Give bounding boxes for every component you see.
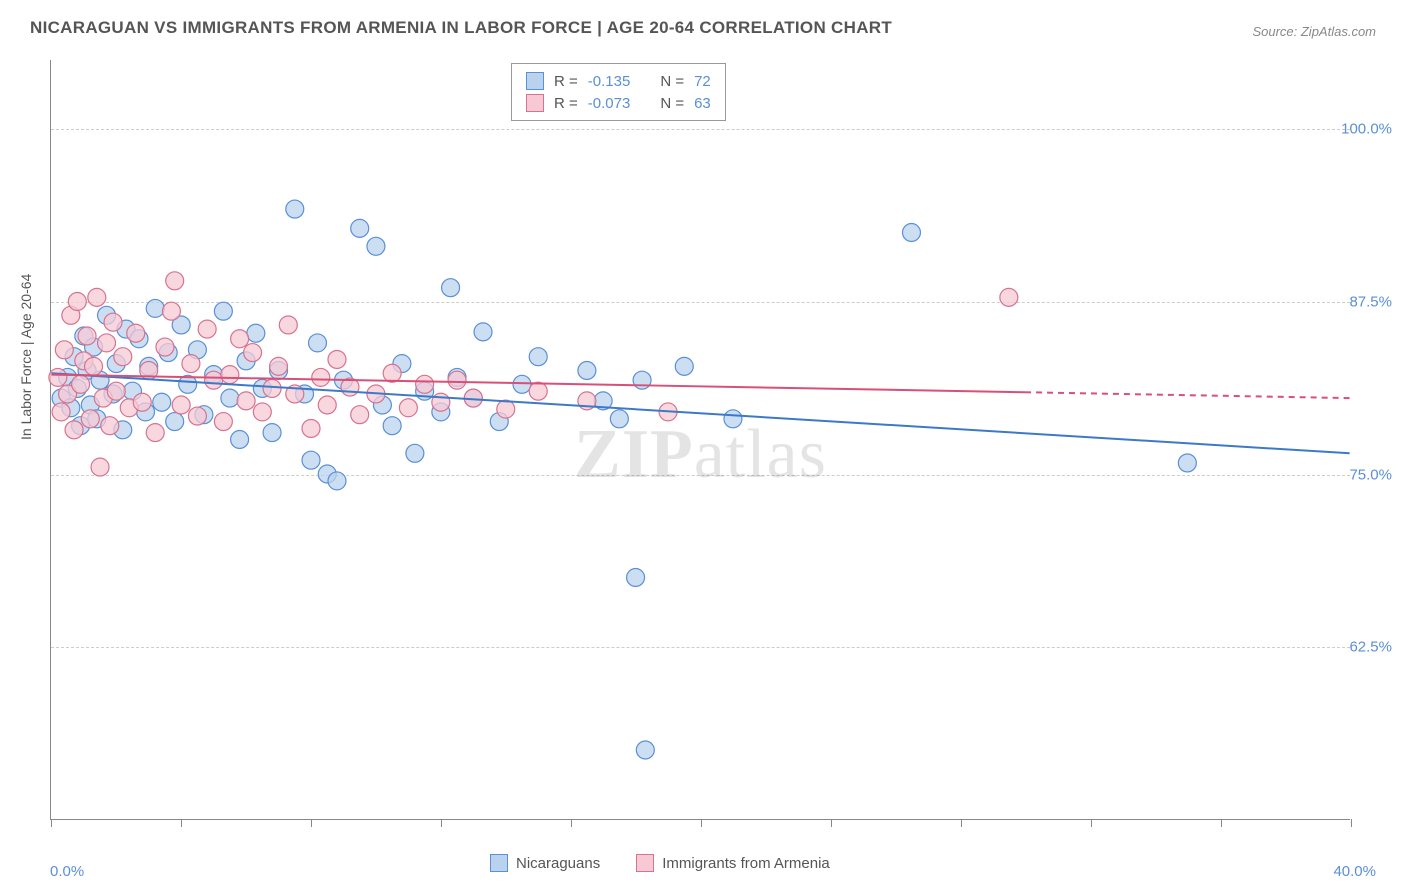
label-N: N = [660,73,684,90]
scatter-svg [51,60,1350,819]
value-N-nicaraguans: 72 [694,73,711,90]
y-axis-label: In Labor Force | Age 20-64 [18,274,34,440]
legend-label-nicaraguans: Nicaraguans [516,855,600,872]
stats-legend-box: R = -0.135 N = 72 R = -0.073 N = 63 [511,63,726,121]
y-tick-label: 100.0% [1341,121,1392,138]
legend-swatch-armenia [636,854,654,872]
stats-row-armenia: R = -0.073 N = 63 [526,92,711,114]
legend-item-nicaraguans: Nicaraguans [490,854,600,872]
legend-label-armenia: Immigrants from Armenia [662,855,830,872]
chart-title: NICARAGUAN VS IMMIGRANTS FROM ARMENIA IN… [30,18,892,38]
value-R-nicaraguans: -0.135 [588,73,631,90]
y-tick-label: 62.5% [1349,639,1392,656]
swatch-nicaraguans [526,72,544,90]
chart-plot-area: ZIPatlas R = -0.135 N = 72 R = -0.073 N … [50,60,1350,820]
x-tick-label-left: 0.0% [50,863,84,880]
label-R: R = [554,95,578,112]
value-N-armenia: 63 [694,95,711,112]
source-label: Source: ZipAtlas.com [1252,24,1376,39]
label-R: R = [554,73,578,90]
legend-swatch-nicaraguans [490,854,508,872]
x-tick-label-right: 40.0% [1333,863,1376,880]
y-tick-label: 87.5% [1349,293,1392,310]
y-tick-label: 75.0% [1349,466,1392,483]
legend-item-armenia: Immigrants from Armenia [636,854,830,872]
swatch-armenia [526,94,544,112]
value-R-armenia: -0.073 [588,95,631,112]
label-N: N = [660,95,684,112]
bottom-legend: Nicaraguans Immigrants from Armenia [490,854,830,872]
stats-row-nicaraguans: R = -0.135 N = 72 [526,70,711,92]
